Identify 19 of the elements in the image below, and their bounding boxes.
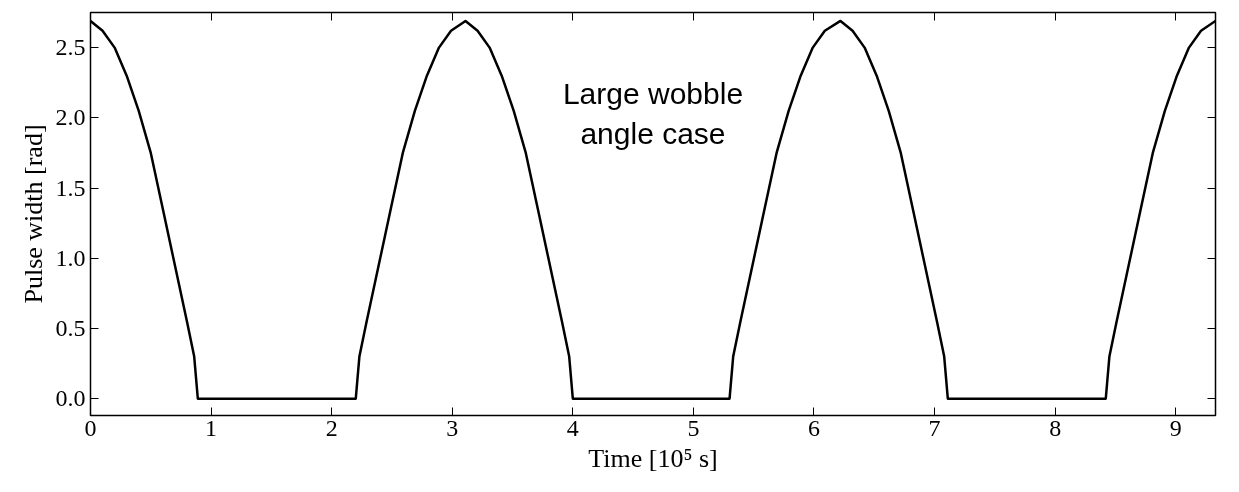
x-tick-label: 7 [928, 414, 941, 441]
x-axis-title: Time [10⁵ s] [588, 443, 718, 473]
annotation: Large wobble angle case [562, 76, 744, 150]
x-tick-label: 1 [205, 414, 218, 441]
x-tick-label: 9 [1169, 414, 1182, 441]
y-tick-label: 2.5 [55, 34, 86, 61]
y-tick-label: 1.0 [55, 244, 86, 271]
x-tick-label: 0 [84, 414, 97, 441]
x-tick-label: 2 [325, 414, 338, 441]
x-tick-label: 8 [1049, 414, 1062, 441]
x-tick-label: 5 [687, 414, 700, 441]
x-tick-label: 4 [566, 414, 579, 441]
y-tick-label: 0.5 [55, 314, 86, 341]
y-tick-label: 1.5 [55, 174, 86, 201]
y-tick-label: 0.0 [55, 385, 86, 412]
y-tick-label: 2.0 [55, 104, 86, 131]
x-tick-label: 6 [807, 414, 820, 441]
y-axis-title: Pulse width [rad] [18, 124, 48, 304]
x-tick-label: 3 [446, 414, 459, 441]
